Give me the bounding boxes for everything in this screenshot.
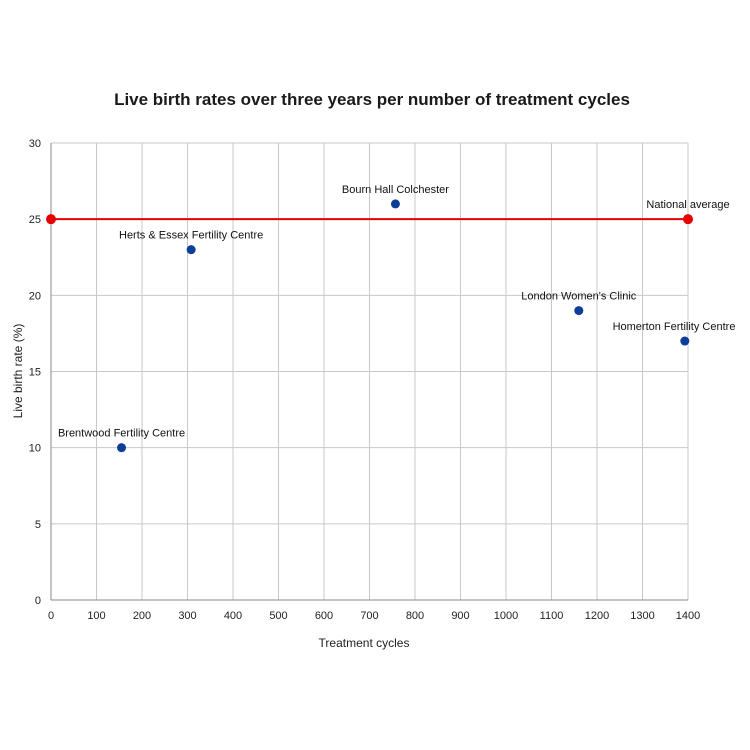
y-tick-label: 5	[35, 519, 41, 531]
x-tick-label: 1400	[676, 610, 700, 622]
data-point	[574, 306, 584, 316]
y-tick-label: 0	[35, 595, 41, 607]
x-tick-label: 100	[87, 610, 105, 622]
grid	[50, 142, 689, 601]
x-tick-label: 700	[360, 610, 378, 622]
data-point-label: Brentwood Fertility Centre	[58, 428, 185, 440]
y-tick-label: 30	[29, 138, 41, 150]
national-average-line: National average	[46, 199, 730, 225]
data-point-label: Herts & Essex Fertility Centre	[119, 230, 263, 242]
x-tick-label: 400	[224, 610, 242, 622]
x-tick-label: 1300	[630, 610, 654, 622]
axes: 0 100 200 300 400 500 600 700 800 900 1000 1100 1200…	[29, 138, 700, 622]
data-point-label: Homerton Fertility Centre	[613, 321, 736, 333]
data-point	[680, 336, 690, 346]
data-point	[186, 245, 196, 255]
data-point	[117, 443, 127, 453]
national-average-label: National average	[646, 199, 729, 211]
x-tick-label: 0	[48, 610, 54, 622]
x-tick-label: 1000	[494, 610, 518, 622]
data-point-label: Bourn Hall Colchester	[342, 184, 449, 196]
y-axis-label: Live birth rate (%)	[11, 324, 25, 419]
data-point	[390, 199, 400, 209]
national-average-start-point	[46, 214, 56, 225]
x-tick-label: 800	[406, 610, 424, 622]
x-tick-label: 200	[133, 610, 151, 622]
x-tick-label: 600	[315, 610, 333, 622]
national-average-end-point	[683, 214, 693, 225]
y-tick-label: 10	[29, 443, 41, 455]
x-tick-label: 1200	[585, 610, 609, 622]
x-axis-label: Treatment cycles	[319, 636, 410, 650]
y-tick-label: 15	[29, 367, 41, 379]
x-tick-label: 500	[269, 610, 287, 622]
x-tick-label: 900	[451, 610, 469, 622]
x-tick-label: 300	[178, 610, 196, 622]
x-tick-label: 1100	[540, 610, 564, 622]
data-point-label: London Women's Clinic	[521, 291, 637, 303]
y-tick-label: 25	[29, 214, 41, 226]
data-points: Brentwood Fertility Centre Herts & Essex …	[58, 184, 736, 453]
chart-title: Live birth rates over three years per nu…	[114, 90, 630, 109]
y-tick-label: 20	[29, 290, 41, 302]
